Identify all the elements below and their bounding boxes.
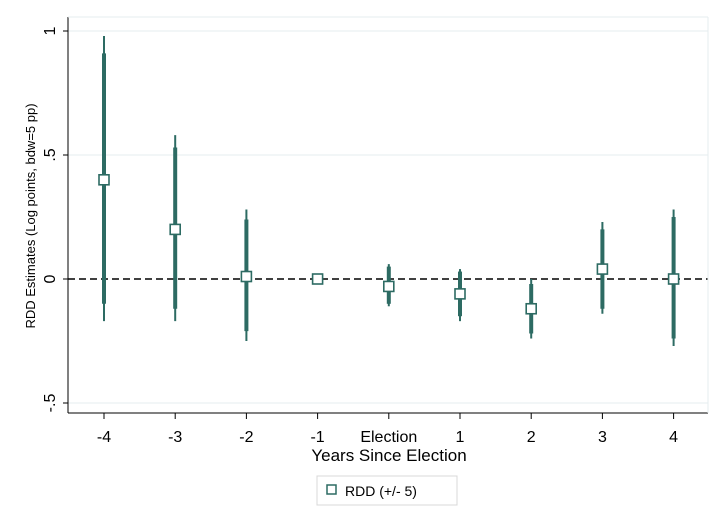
x-tick-label: -4 — [97, 429, 111, 446]
x-tick-label: 1 — [456, 429, 465, 446]
y-tick-label: .5 — [42, 148, 59, 161]
legend-label: RDD (+/- 5) — [345, 483, 417, 499]
x-axis-title: Years Since Election — [311, 446, 466, 465]
estimate-point — [98, 174, 110, 186]
legend-marker — [326, 484, 337, 495]
data-marks — [98, 35, 680, 346]
grid-lines — [68, 30, 708, 404]
y-tick-label: 1 — [42, 26, 59, 35]
y-tick-label: -.5 — [42, 394, 59, 413]
x-tick-label: -1 — [310, 429, 324, 446]
x-tick-label: -2 — [239, 429, 253, 446]
y-tick-label: 0 — [42, 274, 59, 283]
y-axis-title: RDD Estimates (Log points, bdw=5 pp) — [23, 103, 38, 328]
estimate-point — [169, 223, 181, 236]
axes: 1 .5 0 -.5 -4 -3 -2 -1 Election 1 2 3 4 — [42, 16, 709, 446]
estimate-point — [311, 273, 324, 285]
estimate-point — [667, 273, 680, 285]
x-tick-label: 2 — [527, 429, 536, 446]
estimate-point — [240, 270, 253, 283]
legend-box — [316, 475, 458, 506]
x-tick-label: Election — [360, 429, 417, 446]
x-tick-label: 3 — [598, 429, 607, 446]
estimate-point — [382, 280, 395, 293]
estimate-point — [525, 302, 538, 315]
x-tick-label: 4 — [669, 429, 678, 446]
legend: RDD (+/- 5) — [316, 475, 458, 506]
x-tick-label: -3 — [168, 429, 182, 446]
estimate-point — [454, 288, 466, 300]
estimate-point — [596, 263, 609, 275]
